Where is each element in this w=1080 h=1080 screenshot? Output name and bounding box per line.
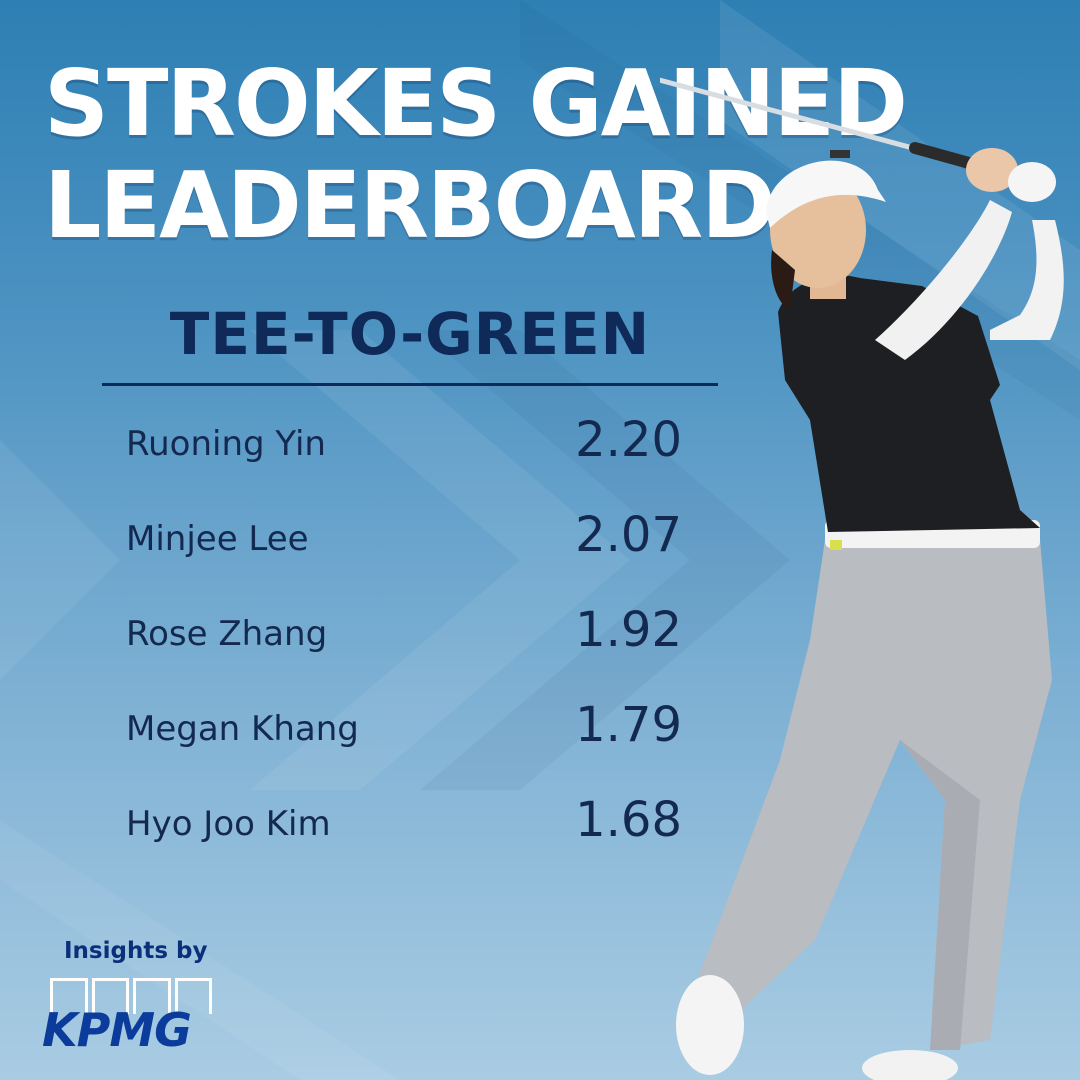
- leaderboard-row: Rose Zhang 1.92: [126, 602, 682, 662]
- leaderboard-row: Megan Khang 1.79: [126, 697, 682, 757]
- player-name: Hyo Joo Kim: [126, 804, 331, 844]
- player-value: 1.68: [575, 792, 682, 848]
- player-name: Ruoning Yin: [126, 424, 326, 464]
- leaderboard-row: Hyo Joo Kim 1.68: [126, 792, 682, 852]
- player-name: Rose Zhang: [126, 614, 328, 654]
- player-value: 1.92: [575, 602, 682, 658]
- player-value: 1.79: [575, 697, 682, 753]
- category-heading: TEE-TO-GREEN: [169, 300, 651, 368]
- kpmg-logo-boxes: [50, 978, 212, 1014]
- player-value: 2.20: [575, 412, 682, 468]
- player-value: 2.07: [575, 507, 682, 563]
- page-title-line-1: STROKES GAINED: [44, 50, 908, 157]
- leaderboard-row: Minjee Lee 2.07: [126, 507, 682, 567]
- player-name: Minjee Lee: [126, 519, 309, 559]
- page-title-line-2: LEADERBOARD: [44, 152, 776, 259]
- leaderboard-row: Ruoning Yin 2.20: [126, 412, 682, 472]
- category-divider: [102, 383, 718, 386]
- golfer-photo: [660, 77, 1064, 1080]
- player-name: Megan Khang: [126, 709, 359, 749]
- kpmg-logo: KPMG: [42, 1003, 192, 1057]
- sponsor-label: Insights by: [64, 938, 208, 964]
